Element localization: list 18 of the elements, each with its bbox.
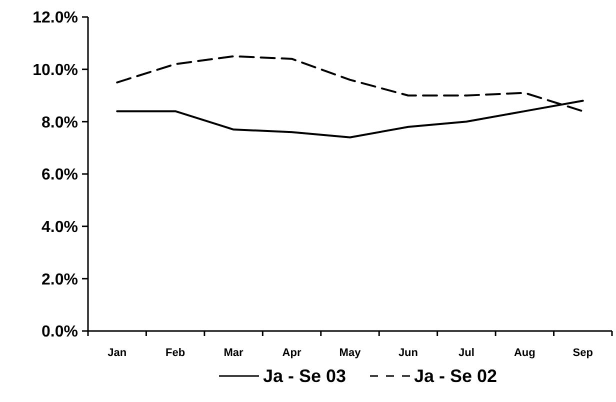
y-tick-label: 10.0%	[32, 62, 78, 79]
y-tick-label: 8.0%	[42, 114, 78, 132]
x-tick-label: Aug	[514, 347, 536, 359]
x-tick-label: Sep	[572, 347, 594, 359]
x-tick-label: Jan	[108, 347, 127, 359]
x-tick-label: Apr	[282, 347, 302, 359]
y-tick-label: 4.0%	[42, 218, 78, 236]
y-tick-label: 0.0%	[42, 324, 78, 341]
x-tick-label: Jul	[458, 347, 474, 359]
y-tick-label: 12.0%	[32, 10, 78, 27]
x-tick-label: Mar	[224, 347, 244, 359]
y-tick-label: 6.0%	[42, 166, 78, 184]
x-tick-label: May	[339, 347, 362, 359]
x-tick-label: Feb	[166, 347, 186, 359]
legend-label: Ja - Se 02	[414, 366, 498, 386]
legend-label: Ja - Se 03	[263, 366, 346, 386]
x-tick-label: Jun	[398, 347, 418, 359]
y-tick-label: 2.0%	[42, 271, 78, 288]
